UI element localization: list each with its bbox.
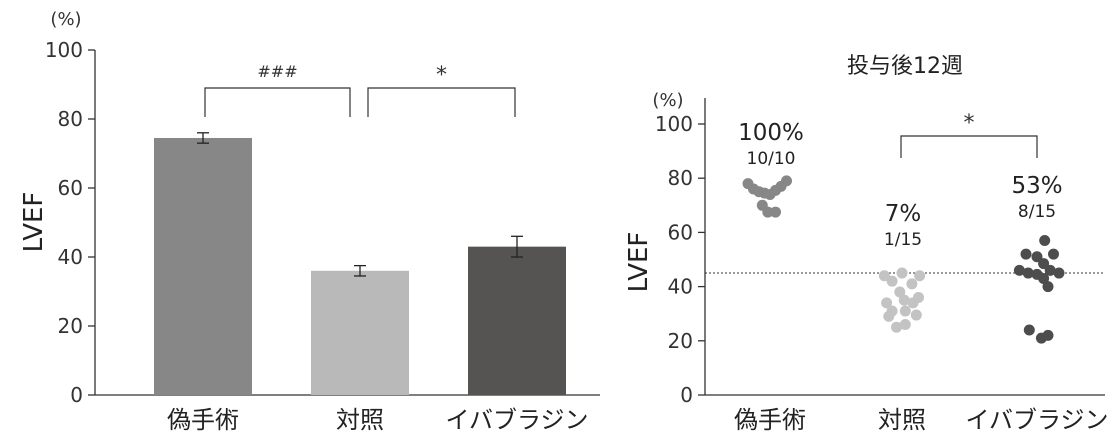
data-point <box>898 294 910 306</box>
data-point <box>1044 264 1056 276</box>
x-category-label: 偽手術 <box>734 406 806 434</box>
data-point <box>1038 272 1050 284</box>
data-point <box>1053 267 1065 279</box>
group-fraction-label: 8/15 <box>1018 202 1056 222</box>
bar <box>311 270 409 395</box>
data-point <box>762 206 774 218</box>
group-fraction-label: 10/10 <box>747 149 796 169</box>
data-point <box>899 319 911 331</box>
dot-plot: 投与後12週 0 20 40 60 80 100(%) LVEF 100% 10/10 7% 1/15… <box>624 54 1109 434</box>
chart-title: 投与後12週 <box>847 54 963 79</box>
bar <box>154 137 252 395</box>
y-tick-label: 20 <box>58 314 83 338</box>
data-point <box>1031 251 1043 263</box>
y-tick-label: 60 <box>668 220 693 244</box>
data-point <box>1038 258 1050 270</box>
data-point <box>914 270 926 282</box>
bar <box>468 246 566 395</box>
significance-label: * <box>964 111 975 136</box>
data-point <box>1042 329 1054 341</box>
bar-chart: 0 20 40 60 80 100 (%) LVEF 偽手術 対照 イバブラジン ### * <box>19 9 600 434</box>
data-point <box>1022 267 1034 279</box>
y-tick-label: 100 <box>45 38 83 62</box>
group-percent-label: 100% <box>738 120 804 146</box>
data-point <box>891 321 902 333</box>
data-point <box>896 267 908 279</box>
group-fraction-label: 1/15 <box>884 230 922 250</box>
y-tick-label: 20 <box>668 329 693 353</box>
data-point <box>1023 324 1035 336</box>
group-percent-label: 7% <box>885 201 922 227</box>
significance-bracket <box>900 135 1038 158</box>
x-category-label: 対照 <box>336 406 384 434</box>
y-tick-label: 80 <box>668 166 693 190</box>
significance-bracket <box>204 87 351 117</box>
data-point <box>1013 264 1025 276</box>
x-category-label: 偽手術 <box>167 406 239 434</box>
data-point <box>907 297 919 309</box>
data-point <box>894 286 906 298</box>
y-unit-label: (%) <box>652 90 683 111</box>
y-tick-label: 40 <box>58 245 83 269</box>
y-tick-label: 60 <box>58 176 83 200</box>
y-unit-label: (%) <box>50 9 81 30</box>
data-point <box>1020 248 1032 260</box>
y-tick-label: 40 <box>668 275 693 299</box>
y-axis-label: LVEF <box>624 232 654 293</box>
data-point <box>878 270 890 282</box>
data-point <box>881 297 893 309</box>
x-category-label: イバブラジン <box>965 406 1108 434</box>
data-point <box>781 175 792 187</box>
data-point <box>906 278 918 290</box>
x-category-label: 対照 <box>878 406 926 434</box>
data-point <box>770 206 781 218</box>
data-point <box>1042 281 1054 293</box>
data-point <box>1048 248 1059 260</box>
group-percent-label: 53% <box>1011 173 1062 199</box>
x-category-label: イバブラジン <box>445 406 588 434</box>
data-point <box>910 309 922 321</box>
y-tick-label: 80 <box>58 107 83 131</box>
data-point <box>886 275 898 287</box>
y-axis-label: LVEF <box>19 192 49 253</box>
y-tick-label: 0 <box>70 383 83 407</box>
data-point <box>883 310 895 322</box>
y-tick-label: 0 <box>680 383 693 407</box>
y-tick-label: 100 <box>655 112 693 136</box>
data-point <box>899 305 911 317</box>
significance-label: ### <box>257 62 297 81</box>
data-point <box>1039 235 1051 247</box>
significance-bracket <box>367 87 516 117</box>
significance-label: * <box>436 63 447 88</box>
